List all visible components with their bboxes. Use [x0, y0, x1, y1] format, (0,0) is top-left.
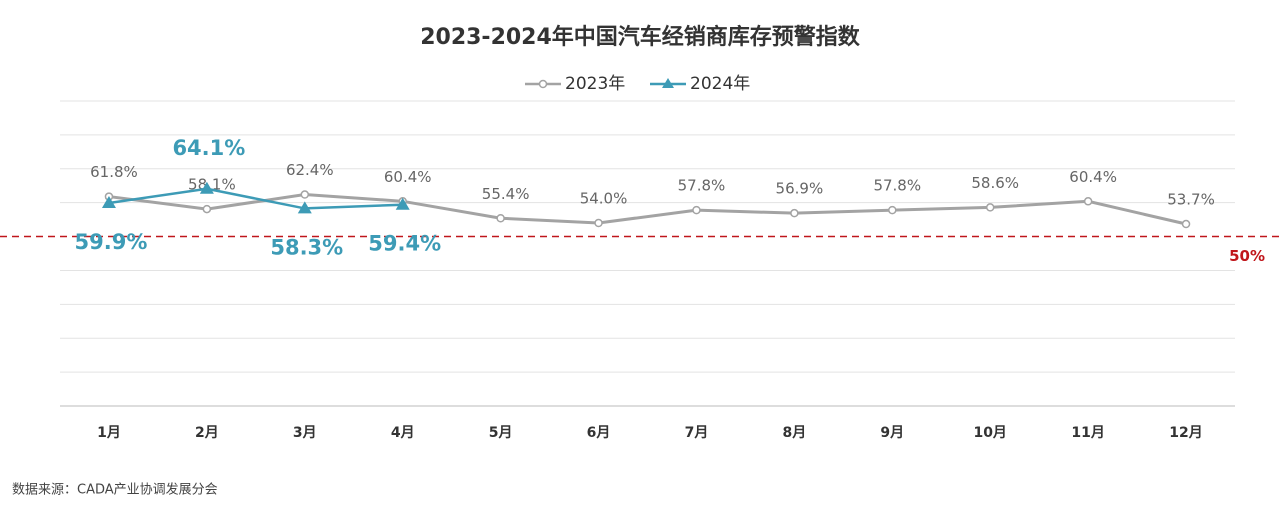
data-label: 60.4% — [384, 168, 432, 186]
point-marker — [1181, 219, 1191, 229]
point-marker — [300, 190, 310, 199]
data-label: 59.4% — [368, 232, 441, 256]
x-tick-label: 1月 — [97, 425, 121, 441]
data-label: 55.4% — [482, 185, 530, 203]
data-label: 57.8% — [678, 177, 726, 195]
x-tick-label: 4月 — [391, 425, 415, 441]
data-label: 57.8% — [873, 177, 921, 195]
point-marker — [199, 181, 214, 194]
legend-marker — [538, 79, 548, 89]
data-label: 61.8% — [90, 163, 138, 181]
data-label: 56.9% — [776, 180, 824, 198]
x-tick-label: 5月 — [489, 425, 513, 441]
point-marker — [496, 214, 505, 223]
data-label: 62.4% — [286, 161, 334, 179]
data-label: 53.7% — [1167, 191, 1215, 209]
x-tick-label: 6月 — [587, 425, 611, 441]
point-marker — [1083, 197, 1093, 206]
source-note: 数据来源：CADA产业协调发展分会 — [12, 482, 218, 498]
point-marker — [888, 205, 897, 215]
x-tick-label: 12月 — [1169, 425, 1202, 441]
data-label: 58.6% — [971, 174, 1019, 192]
series-line — [108, 187, 403, 210]
x-tick-label: 2月 — [195, 425, 219, 441]
point-marker — [202, 204, 212, 214]
legend-label: 2024年 — [690, 74, 750, 94]
chart-title: 2023-2024年中国汽车经销商库存预警指数 — [420, 24, 861, 50]
point-marker — [985, 203, 995, 212]
data-label: 58.3% — [270, 235, 343, 259]
x-tick-label: 8月 — [783, 425, 807, 441]
series-line — [108, 193, 1187, 226]
legend-marker — [662, 78, 674, 88]
point-marker — [395, 197, 410, 210]
data-label: 64.1% — [172, 136, 245, 160]
legend-label: 2023年 — [565, 74, 625, 94]
data-label: 59.9% — [75, 230, 148, 254]
x-tick-label: 11月 — [1071, 425, 1104, 441]
reference-label: 50% — [1229, 247, 1265, 265]
data-label: 60.4% — [1069, 168, 1117, 186]
x-tick-label: 9月 — [880, 425, 904, 441]
x-tick-label: 7月 — [685, 425, 709, 441]
x-tick-label: 3月 — [293, 425, 317, 441]
x-tick-label: 10月 — [973, 425, 1006, 441]
point-marker — [297, 201, 312, 214]
point-marker — [101, 196, 116, 209]
point-marker — [692, 205, 701, 215]
data-label: 54.0% — [580, 190, 628, 208]
point-marker — [594, 218, 603, 228]
point-marker — [790, 208, 799, 218]
